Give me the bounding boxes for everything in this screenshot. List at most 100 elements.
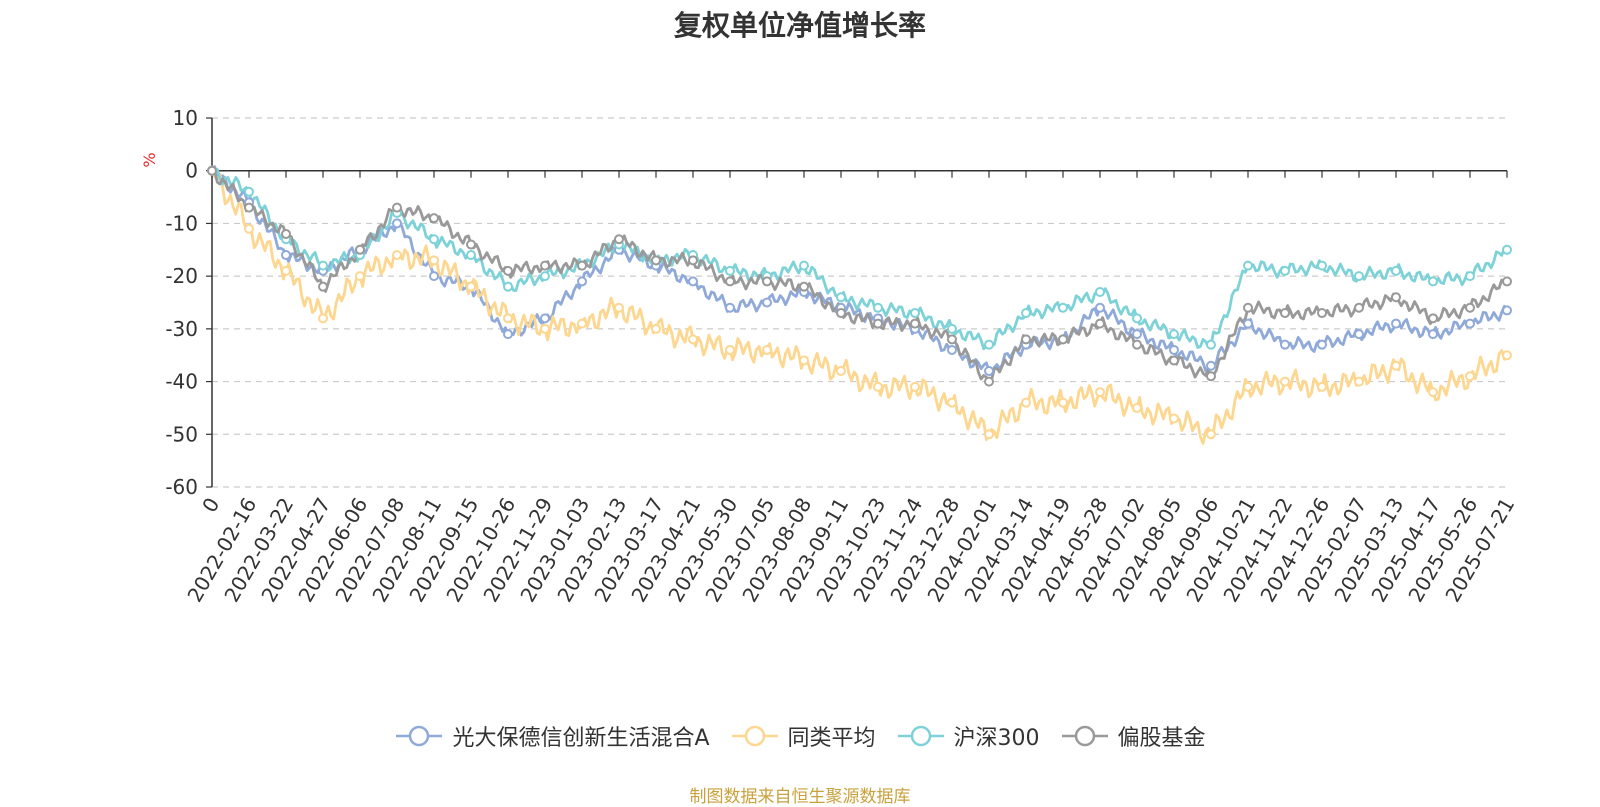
- data-point: [1021, 334, 1031, 345]
- data-point: [1428, 276, 1438, 287]
- data-point: [281, 265, 291, 276]
- data-point: [1058, 397, 1068, 408]
- data-point: [466, 281, 476, 292]
- data-point: [1132, 402, 1142, 413]
- data-point: [984, 366, 994, 377]
- series-markers: [207, 165, 1512, 440]
- data-point: [1354, 329, 1364, 340]
- data-point: [1243, 318, 1253, 329]
- data-point: [1428, 313, 1438, 324]
- data-point: [577, 318, 587, 329]
- y-tick-label: -60: [165, 475, 198, 499]
- series-line: [212, 167, 1508, 351]
- data-point: [355, 271, 365, 282]
- data-point: [1391, 292, 1401, 303]
- data-point: [614, 302, 624, 313]
- data-point: [651, 255, 661, 266]
- legend-line-circle-icon: [731, 725, 778, 747]
- data-point: [1502, 305, 1512, 316]
- data-point: [1169, 355, 1179, 366]
- legend-line-circle-icon: [396, 725, 443, 747]
- data-point: [540, 260, 550, 271]
- data-point: [466, 239, 476, 250]
- data-point: [1354, 302, 1364, 313]
- data-point: [1095, 387, 1105, 398]
- data-point: [725, 265, 735, 276]
- data-point: [1465, 271, 1475, 282]
- y-tick-label: -40: [165, 370, 198, 394]
- legend-label: 偏股基金: [1117, 726, 1206, 751]
- data-point: [725, 276, 735, 287]
- data-point: [1428, 329, 1438, 340]
- data-point: [873, 302, 883, 313]
- y-tick-label: -50: [165, 422, 198, 446]
- data-point: [1465, 302, 1475, 313]
- data-point: [836, 292, 846, 303]
- data-point: [873, 381, 883, 392]
- data-point: [1206, 429, 1216, 440]
- data-point: [429, 234, 439, 245]
- data-point: [984, 376, 994, 387]
- data-point: [1280, 265, 1290, 276]
- data-point: [207, 165, 217, 176]
- data-point: [244, 186, 254, 197]
- data-point: [614, 234, 624, 245]
- data-point: [503, 265, 513, 276]
- series-lines: [210, 165, 1509, 445]
- data-point: [947, 397, 957, 408]
- data-point: [1280, 308, 1290, 319]
- data-point: [1391, 265, 1401, 276]
- data-point: [318, 260, 328, 271]
- legend-item[interactable]: 同类平均: [730, 720, 876, 752]
- data-point: [392, 218, 402, 229]
- data-point: [1206, 339, 1216, 350]
- legend-item[interactable]: 偏股基金: [1060, 720, 1206, 752]
- data-point: [503, 313, 513, 324]
- data-point: [244, 202, 254, 213]
- data-point: [1243, 381, 1253, 392]
- legend-item[interactable]: 沪深300: [896, 720, 1040, 752]
- data-point: [1206, 371, 1216, 382]
- data-point: [1391, 360, 1401, 371]
- data-point: [1095, 318, 1105, 329]
- y-tick-label: -30: [165, 317, 198, 341]
- data-point: [318, 313, 328, 324]
- legend-line-circle-icon: [1061, 725, 1108, 747]
- y-axis-label: %: [140, 152, 159, 167]
- data-point: [1502, 350, 1512, 361]
- chart-title: 复权单位净值增长率: [673, 9, 926, 42]
- data-point: [947, 344, 957, 355]
- data-point: [725, 344, 735, 355]
- legend-label: 同类平均: [787, 726, 876, 751]
- data-point: [836, 308, 846, 319]
- data-point: [688, 255, 698, 266]
- data-point: [1058, 334, 1068, 345]
- data-point: [1502, 244, 1512, 255]
- y-tick-label: 10: [173, 106, 198, 130]
- data-point: [910, 381, 920, 392]
- data-point: [1169, 413, 1179, 424]
- data-point: [429, 213, 439, 224]
- data-point: [1243, 260, 1253, 271]
- data-point: [1206, 360, 1216, 371]
- data-point: [799, 260, 809, 271]
- data-point: [1095, 302, 1105, 313]
- data-point: [762, 276, 772, 287]
- data-point: [281, 228, 291, 239]
- data-point: [1132, 329, 1142, 340]
- data-source-footer: 制图数据来自恒生聚源数据库: [689, 787, 911, 807]
- data-point: [762, 344, 772, 355]
- data-point: [1354, 271, 1364, 282]
- data-point: [1354, 376, 1364, 387]
- x-tick-label: 0: [197, 494, 224, 517]
- data-point: [1169, 329, 1179, 340]
- data-point: [429, 271, 439, 282]
- series-line: [210, 170, 1509, 445]
- data-point: [540, 323, 550, 334]
- data-point: [799, 281, 809, 292]
- data-point: [1021, 308, 1031, 319]
- data-point: [688, 334, 698, 345]
- legend-item[interactable]: 光大保德信创新生活混合A: [394, 720, 710, 752]
- data-point: [540, 313, 550, 324]
- data-point: [1280, 376, 1290, 387]
